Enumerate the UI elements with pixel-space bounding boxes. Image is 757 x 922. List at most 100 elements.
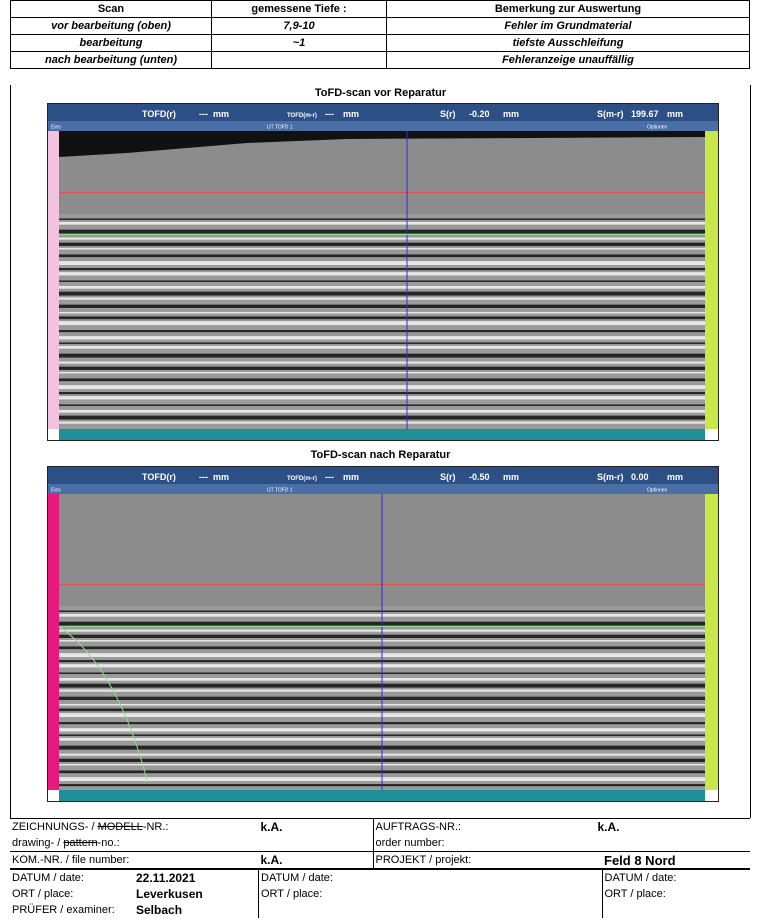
header-cell: Bemerkung zur Auswertung	[386, 0, 750, 18]
menu-item: UT TOFD 1	[267, 125, 293, 131]
value: Selbach	[136, 903, 183, 917]
stripe	[59, 280, 705, 282]
label: MODELL	[97, 821, 143, 833]
ruler-right	[705, 494, 719, 790]
green-curve	[58, 626, 148, 781]
cell	[258, 835, 374, 852]
menu-item: UT TOFD 1	[267, 488, 293, 494]
label: DATUM / date:	[258, 869, 488, 886]
label: KOM.-NR. / file number:	[12, 854, 130, 866]
value: Leverkusen	[136, 887, 203, 901]
label: DATUM / date:	[601, 869, 750, 886]
toolbar-text: S(m-r)	[597, 472, 624, 482]
label: -NR.:	[142, 821, 169, 833]
header-cell: gemessene Tiefe :	[211, 0, 387, 18]
toolbar-text: mm	[343, 472, 359, 482]
cell: vor bearbeitung (oben)	[10, 17, 212, 35]
toolbar-text: mm	[503, 109, 519, 119]
stripe	[59, 311, 705, 314]
scan-image: TOFD(r) --- mm TOFD(m-r) --- mm S(r) -0.20 mm S(m…	[47, 103, 719, 441]
cell	[258, 902, 488, 918]
menu-item: Optionen	[647, 488, 668, 494]
footer-table: ZEICHNUNGS- / MODELL-NR.: k.A. AUFTRAGS-…	[10, 818, 750, 918]
toolbar-text: TOFD(m-r)	[287, 476, 317, 482]
label: drawing- /	[12, 837, 64, 849]
cell: ~1	[211, 34, 387, 52]
stripe	[59, 396, 705, 400]
stripe	[59, 378, 705, 382]
axis-bar	[59, 429, 705, 441]
toolbar-text: 199.67	[631, 109, 659, 119]
scan-image: TOFD(r) --- mm TOFD(m-r) --- mm S(r) -0.50 mm S(m…	[47, 466, 719, 802]
stripe	[59, 361, 705, 364]
stripe	[59, 342, 705, 344]
menu-bar	[47, 484, 719, 494]
stripe	[59, 254, 705, 258]
toolbar-text: 0.00	[631, 472, 649, 482]
stripe	[59, 304, 705, 308]
toolbar-text: ---	[199, 109, 208, 119]
cell: 7,9-10	[211, 17, 387, 35]
stripe	[59, 330, 705, 333]
toolbar-text: TOFD(r)	[142, 109, 176, 119]
scan-dark	[59, 131, 705, 157]
toolbar-text: mm	[213, 472, 229, 482]
value: k.A.	[597, 820, 620, 834]
label: PRÜFER / examiner:	[12, 904, 115, 916]
label: ZEICHNUNGS- / MODELL-NR.:	[10, 819, 259, 836]
cell	[488, 902, 603, 918]
toolbar-text: TOFD(m-r)	[287, 113, 317, 119]
stripe	[59, 385, 705, 390]
stripe	[59, 285, 705, 289]
value: 22.11.2021	[136, 871, 196, 885]
toolbar-text: mm	[667, 472, 683, 482]
value: k.A.	[258, 851, 374, 869]
axis-bar	[59, 790, 705, 802]
toolbar-text: ---	[325, 472, 334, 482]
value: Feld 8 Nord	[604, 852, 676, 868]
label: AUFTRAGS-NR.:	[375, 821, 462, 833]
stripe	[59, 404, 705, 406]
cell	[488, 886, 603, 902]
scan-title: ToFD-scan vor Reparatur	[314, 87, 447, 99]
stripe	[59, 316, 705, 320]
toolbar-text: -0.20	[469, 109, 490, 119]
stripe	[59, 261, 705, 266]
toolbar-text: mm	[667, 109, 683, 119]
frame-border	[47, 103, 719, 441]
toolbar-text: S(r)	[440, 472, 456, 482]
stripe	[59, 242, 705, 246]
label: ZEICHNUNGS- /	[12, 821, 98, 833]
label: ORT / place:	[258, 886, 488, 902]
stripe	[59, 268, 705, 271]
toolbar-text: mm	[213, 109, 229, 119]
menu-item: Eins	[51, 125, 61, 131]
menu-bar	[47, 121, 719, 131]
stripe	[59, 297, 705, 300]
scan-frame: ToFD-scan vor Reparatur TOFD(r) --- mm TOFD…	[10, 85, 751, 818]
stripe	[59, 345, 705, 349]
cell: nach bearbeitung (unten)	[10, 51, 212, 69]
ruler-left	[47, 131, 59, 429]
toolbar-text: ---	[325, 109, 334, 119]
stripe	[59, 409, 705, 413]
stripe	[59, 421, 705, 424]
stripe	[59, 392, 705, 395]
stripe	[59, 247, 705, 250]
ruler-left	[47, 494, 59, 790]
cell: Fehler im Grundmaterial	[386, 17, 750, 35]
label: order number:	[375, 837, 445, 849]
stripe	[59, 336, 705, 340]
stripe	[59, 272, 705, 276]
stripe	[59, 221, 705, 225]
stripe	[59, 371, 705, 374]
cell	[601, 902, 750, 918]
label: ORT / place:	[12, 888, 74, 900]
toolbar-text: mm	[503, 472, 519, 482]
toolbar-text: TOFD(r)	[142, 472, 176, 482]
stripe	[59, 321, 705, 326]
value: k.A.	[258, 818, 374, 835]
title-bar	[47, 466, 719, 484]
toolbar-text: -0.50	[469, 472, 490, 482]
